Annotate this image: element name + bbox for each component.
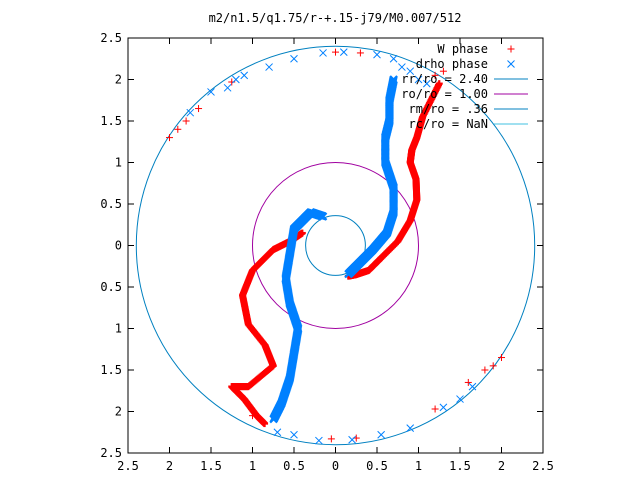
data-point <box>489 362 497 370</box>
x-tick-label: 0.5 <box>283 459 305 473</box>
y-tick-label: 2.5 <box>100 31 122 45</box>
reference-circle <box>135 45 536 446</box>
y-tick-label: 1.5 <box>100 363 122 377</box>
series-arm <box>344 75 398 279</box>
data-point <box>240 71 249 80</box>
data-point <box>468 382 477 391</box>
data-point <box>344 269 353 279</box>
data-point <box>269 414 278 424</box>
data-point <box>373 50 381 59</box>
data-point <box>339 48 348 56</box>
data-point <box>356 49 364 57</box>
x-tick-label: 2 <box>498 459 505 473</box>
data-point <box>273 428 282 437</box>
legend-label: W phase <box>437 42 488 56</box>
reference-circle <box>252 162 419 329</box>
series-w-phase <box>166 48 505 443</box>
x-tick-label: 2 <box>166 459 173 473</box>
axis-ticks: 2.5 2 1.5 1 0.5 0 0.5 1 1.5 2 2.52.521.510.500.511… <box>100 31 554 473</box>
data-point <box>414 75 423 84</box>
data-point <box>290 430 298 439</box>
x-tick-label: 1.5 <box>449 459 471 473</box>
x-tick-label: 0.5 <box>366 459 388 473</box>
series-arm <box>344 80 443 280</box>
data-point <box>257 416 265 424</box>
legend-entry: rm/ro = .36 <box>409 102 528 116</box>
y-tick-label: 2.5 <box>100 446 122 460</box>
data-point <box>319 49 327 57</box>
data-point <box>195 105 203 113</box>
reference-circle <box>305 215 366 276</box>
y-tick-label: 0 <box>115 239 122 253</box>
legend-entry: rr/ro = 2.40 <box>401 72 528 86</box>
data-point <box>377 430 386 439</box>
data-point <box>315 436 323 445</box>
y-tick-label: 0.5 <box>100 197 122 211</box>
y-tick-label: 1 <box>115 322 122 336</box>
legend-entry: ro/ro = 1.00 <box>401 87 528 101</box>
y-tick-label: 0.5 <box>100 280 122 294</box>
data-point <box>249 412 256 420</box>
data-point <box>431 71 439 79</box>
series-arm <box>269 208 328 424</box>
reference-circles <box>135 45 536 446</box>
legend-label: ro/ro = 1.00 <box>401 87 488 101</box>
chart-title: m2/n1.5/q1.75/r-+.15-j79/M0.007/512 <box>209 11 462 25</box>
data-point <box>498 354 505 362</box>
x-tick-label: 2.5 <box>117 459 139 473</box>
data-point <box>261 420 269 428</box>
y-tick-label: 2 <box>115 405 122 419</box>
legend-label: rm/ro = .36 <box>409 102 488 116</box>
data-point <box>232 75 240 84</box>
legend-label: drho phase <box>416 57 488 71</box>
data-point <box>186 108 195 117</box>
data-point <box>406 67 415 76</box>
y-tick-label: 1.5 <box>100 114 122 128</box>
data-point <box>290 54 298 63</box>
legend-entry: W phase <box>437 42 515 56</box>
data-point <box>348 435 356 444</box>
x-tick-label: 1.5 <box>200 459 222 473</box>
data-point <box>174 125 182 133</box>
data-point <box>207 88 215 96</box>
data-point <box>456 395 464 403</box>
data-point <box>223 83 232 92</box>
data-series <box>166 48 505 445</box>
data-point <box>228 78 236 86</box>
data-point <box>327 435 335 443</box>
legend-marker <box>507 60 515 68</box>
y-tick-label: 1 <box>115 156 122 170</box>
legend-marker <box>507 45 515 53</box>
x-tick-label: 1 <box>249 459 256 473</box>
x-tick-label: 0 <box>332 459 339 473</box>
data-point <box>439 67 447 75</box>
data-point <box>265 63 273 71</box>
data-point <box>481 366 489 374</box>
data-point <box>439 403 448 412</box>
legend-label: rr/ro = 2.40 <box>401 72 488 86</box>
data-point <box>332 48 339 56</box>
legend-entry: drho phase <box>416 57 515 71</box>
legend-entry: rc/ro = NaN <box>409 117 528 131</box>
data-point <box>406 424 415 432</box>
x-tick-label: 1 <box>415 459 422 473</box>
x-tick-label: 2.5 <box>532 459 554 473</box>
data-point <box>389 54 398 63</box>
data-point <box>464 378 472 386</box>
data-point <box>398 63 406 71</box>
data-point <box>422 79 431 88</box>
legend-label: rc/ro = NaN <box>409 117 488 131</box>
data-point <box>182 117 190 125</box>
y-tick-label: 2 <box>115 73 122 87</box>
series-drho-phase <box>186 48 477 445</box>
data-point <box>166 134 173 142</box>
data-point <box>431 405 439 413</box>
